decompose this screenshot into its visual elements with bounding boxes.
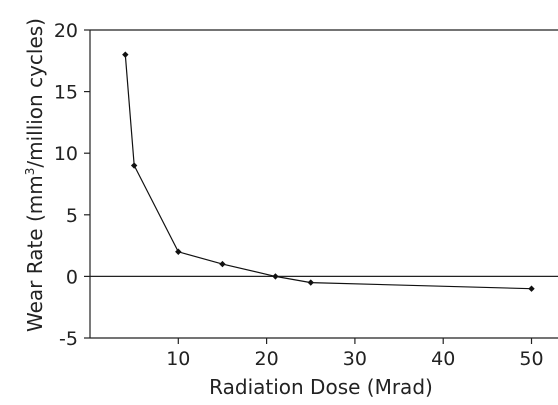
series [122,51,535,292]
data-point-marker [307,279,314,286]
y-axis-title: Wear Rate (mm3/million cycles) [23,18,47,332]
ticks: -5 0 5 10 15 20 10 20 30 40 50 [54,20,544,370]
y-axis-title-tail: /million cycles) [23,18,47,168]
y-tick-label: 5 [66,205,78,227]
x-tick-label: 30 [343,348,367,370]
data-point-marker [122,51,129,58]
series-line [124,54,532,290]
y-axis-title-main: Wear Rate (mm [23,175,47,332]
y-tick-label: 0 [66,266,78,288]
x-tick-label: 50 [519,348,543,370]
data-point-marker [272,273,279,280]
x-tick-label: 40 [431,348,455,370]
data-point-marker [219,260,226,268]
x-tick-label: 10 [166,348,190,370]
x-axis-title: Radiation Dose (Mrad) [209,375,433,399]
data-point-marker [528,285,535,292]
y-tick-label: 10 [54,143,78,165]
y-tick-label: -5 [59,328,78,350]
x-tick-label: 20 [255,348,279,370]
data-point-marker [130,162,138,169]
axes [89,29,558,339]
data-point-marker [175,248,182,255]
y-axis-title-superscript: 3 [23,168,37,176]
y-tick-label: 20 [54,20,78,42]
y-tick-label: 15 [54,82,78,104]
